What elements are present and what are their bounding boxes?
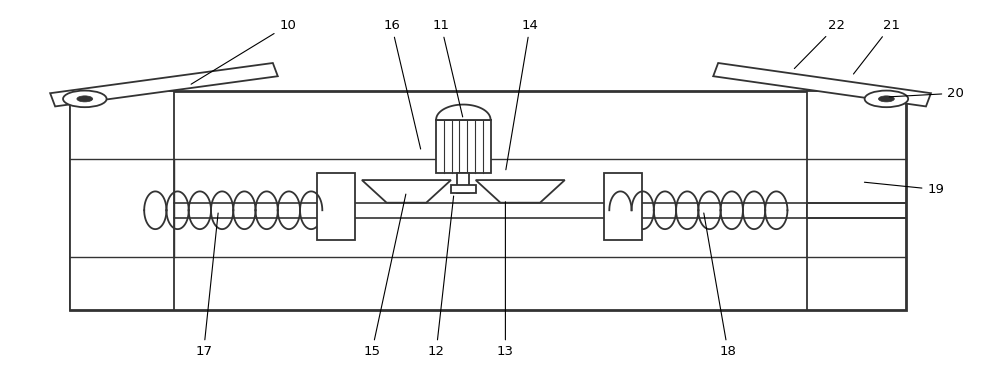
Text: 21: 21 — [853, 19, 900, 74]
Text: 20: 20 — [889, 87, 964, 100]
Text: 12: 12 — [428, 196, 454, 359]
Text: 19: 19 — [864, 182, 944, 196]
Bar — [808, 91, 906, 310]
Polygon shape — [436, 105, 491, 120]
Polygon shape — [51, 63, 277, 106]
Text: 16: 16 — [384, 19, 420, 149]
Bar — [808, 203, 906, 218]
Bar — [70, 91, 173, 310]
Circle shape — [63, 91, 107, 107]
Text: 13: 13 — [496, 202, 514, 359]
Text: 10: 10 — [191, 19, 296, 84]
Text: 15: 15 — [364, 194, 406, 359]
Polygon shape — [714, 63, 931, 106]
Bar — [317, 172, 355, 241]
Bar — [458, 172, 470, 193]
Text: 11: 11 — [432, 19, 463, 117]
Polygon shape — [362, 180, 451, 203]
Polygon shape — [476, 180, 565, 203]
Circle shape — [878, 96, 894, 102]
Circle shape — [77, 96, 93, 102]
Bar — [451, 185, 476, 193]
Circle shape — [864, 91, 908, 107]
Bar — [436, 120, 491, 172]
Text: 18: 18 — [704, 213, 736, 359]
Bar — [605, 172, 642, 241]
Text: 14: 14 — [505, 19, 538, 170]
Text: 22: 22 — [795, 19, 845, 69]
Bar — [70, 91, 906, 310]
Text: 17: 17 — [195, 213, 218, 359]
